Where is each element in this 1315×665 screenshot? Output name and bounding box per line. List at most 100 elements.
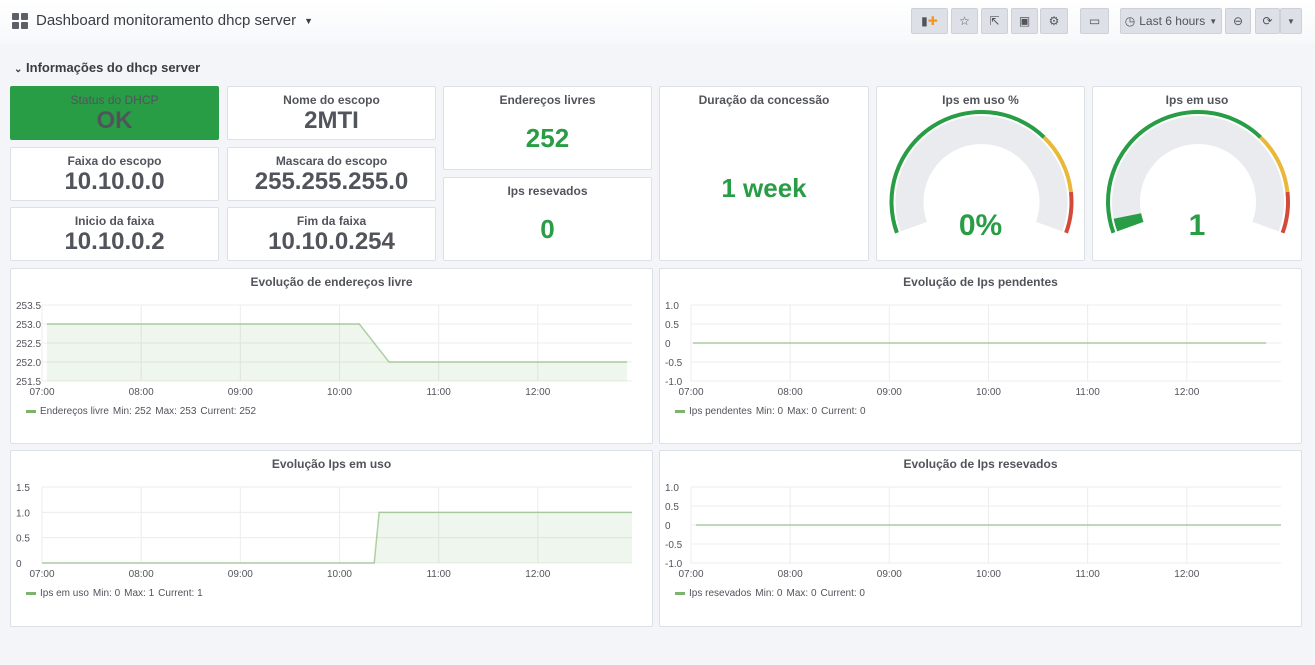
stat-value: 10.10.0.2 (64, 228, 165, 255)
status-value: OK (96, 107, 133, 134)
threshold-yellow (1042, 135, 1073, 193)
y-tick-label: -0.5 (665, 540, 683, 551)
series-line (46, 323, 628, 363)
share-icon: ⇱ (989, 14, 1000, 28)
x-tick-label: 08:00 (129, 387, 154, 398)
refresh-interval-dropdown[interactable]: ▼ (1280, 8, 1302, 34)
y-tick-label: -1.0 (665, 377, 683, 388)
legend-current: Current: 0 (820, 588, 865, 599)
panel-title: Ips resevados (507, 184, 588, 198)
chart-legend: Endereços livre Min: 252 Max: 253 Current: … (26, 406, 256, 417)
legend-name[interactable]: Ips resevados (689, 588, 752, 599)
clock-icon: ◷ (1124, 14, 1136, 28)
chart-svg: 1.0 0.5 0 -0.5 -1.007:00 08:00 09:00 10:00 11:00… (665, 483, 1281, 580)
legend-name[interactable]: Endereços livre (40, 406, 109, 417)
chart-legend: Ips resevados Min: 0 Max: 0 Current: 0 (675, 588, 865, 599)
legend-current: Current: 252 (200, 406, 257, 417)
panel-title: Ips em uso (1165, 93, 1229, 107)
x-tick-label: 12:00 (1174, 387, 1199, 398)
legend-max: Max: 0 (787, 406, 818, 417)
y-tick-label: 0.5 (665, 502, 679, 513)
x-tick-label: 07:00 (29, 387, 54, 398)
legend-min: Min: 0 (755, 588, 783, 599)
legend-swatch (675, 592, 685, 595)
zoom-out-icon: ⊖ (1232, 14, 1244, 28)
x-tick-label: 12:00 (525, 387, 550, 398)
free-addresses-panel: Endereços livres 252 (443, 86, 652, 170)
legend-max: Max: 253 (155, 406, 197, 417)
x-tick-label: 11:00 (426, 387, 451, 398)
dashboard-picker[interactable]: Dashboard monitoramento dhcp server ▼ (12, 12, 313, 29)
legend-min: Min: 0 (92, 588, 121, 599)
refresh-button[interactable]: ⟳ (1255, 8, 1280, 34)
x-tick-label: 09:00 (877, 387, 902, 398)
legend-min: Min: 252 (112, 406, 152, 417)
y-tick-label: 253.5 (16, 301, 41, 312)
panel-title: Duração da concessão (698, 93, 830, 107)
add-panel-button[interactable]: ▮✚ (911, 8, 948, 34)
chart-svg: 1.5 1.0 0.5 0 07:00 08:00 09:00 10:00 11:00 12:00 (16, 483, 632, 580)
add-panel-icon: ▮✚ (921, 14, 938, 28)
legend-current: Current: 1 (158, 588, 203, 599)
stat-value: 252 (525, 123, 570, 153)
stat-value: 1 week (721, 173, 807, 203)
ips-in-use-gauge: Ips em uso 1 (1092, 86, 1302, 261)
x-tick-label: 12:00 (1174, 569, 1199, 580)
share-button[interactable]: ⇱ (981, 8, 1008, 34)
gear-icon: ⚙ (1048, 14, 1060, 28)
chart-legend: Ips em uso Min: 0 Max: 1 Current: 1 (26, 588, 203, 599)
x-tick-label: 09:00 (877, 569, 902, 580)
star-button[interactable]: ☆ (951, 8, 978, 34)
gauge-value: 0% (958, 209, 1003, 242)
dashboard-title: Dashboard monitoramento dhcp server (36, 12, 297, 29)
save-icon: ▣ (1018, 14, 1031, 28)
x-tick-label: 11:00 (426, 569, 451, 580)
stat-value: 0 (540, 214, 555, 244)
panel-title: Nome do escopo (283, 93, 380, 107)
top-navbar: Dashboard monitoramento dhcp server ▼ ▮✚… (0, 0, 1315, 44)
x-tick-label: 08:00 (778, 387, 803, 398)
series-line (42, 511, 632, 564)
legend-min: Min: 0 (755, 406, 784, 417)
settings-button[interactable]: ⚙ (1040, 8, 1068, 34)
stat-value: 10.10.0.0 (64, 168, 165, 195)
chart-svg: 1.0 0.5 0 -0.5 -1.007:00 08:00 09:00 10:00 11:00… (665, 301, 1281, 398)
y-tick-label: 0 (665, 339, 671, 350)
legend-max: Max: 0 (786, 588, 817, 599)
zoom-out-button[interactable]: ⊖ (1225, 8, 1251, 34)
series-area (46, 324, 628, 381)
pending-ips-graph: Evolução de Ips pendentes 1.0 0.5 0 -0.5 -1.0… (659, 268, 1302, 444)
legend-name[interactable]: Ips pendentes (689, 406, 752, 417)
y-tick-label: 251.5 (16, 377, 41, 388)
row-header[interactable]: ⌄ Informações do dhcp server (14, 60, 200, 75)
x-tick-label: 11:00 (1075, 387, 1100, 398)
save-button[interactable]: ▣ (1011, 8, 1038, 34)
y-tick-label: 0.5 (665, 320, 679, 331)
chart-title: Evolução Ips em uso (271, 457, 392, 471)
y-tick-label: 0 (665, 521, 671, 532)
time-picker-button[interactable]: ◷ Last 6 hours ▼ (1120, 8, 1222, 34)
caret-down-icon: ▼ (304, 15, 314, 26)
x-tick-label: 07:00 (678, 387, 703, 398)
refresh-icon: ⟳ (1262, 14, 1273, 28)
chart-title: Evolução de Ips resevados (903, 457, 1058, 471)
gauge-value: 1 (1188, 209, 1206, 242)
scope-name-panel: Nome do escopo 2MTI (227, 86, 436, 140)
stat-value: 2MTI (304, 107, 359, 134)
status-panel: Status do DHCP OK (10, 86, 219, 140)
y-tick-label: -0.5 (665, 358, 683, 369)
gauge-track (895, 116, 1068, 232)
threshold-red (1064, 191, 1074, 234)
chart-svg: 253.5 253.0 252.5 252.0 251.507:00 08:00 09:00… (16, 301, 632, 398)
y-tick-label: 252.5 (16, 339, 41, 350)
chevron-down-icon: ⌄ (14, 64, 23, 75)
monitor-icon: ▭ (1088, 14, 1101, 28)
tv-mode-button[interactable]: ▭ (1080, 8, 1109, 34)
x-tick-label: 11:00 (1075, 569, 1100, 580)
scope-mask-panel: Mascara do escopo 255.255.255.0 (227, 147, 436, 201)
gauge-chart (889, 110, 1074, 234)
gauge-fill (1113, 213, 1144, 232)
x-tick-label: 07:00 (29, 569, 54, 580)
legend-name[interactable]: Ips em uso (40, 588, 89, 599)
legend-current: Current: 0 (821, 406, 866, 417)
